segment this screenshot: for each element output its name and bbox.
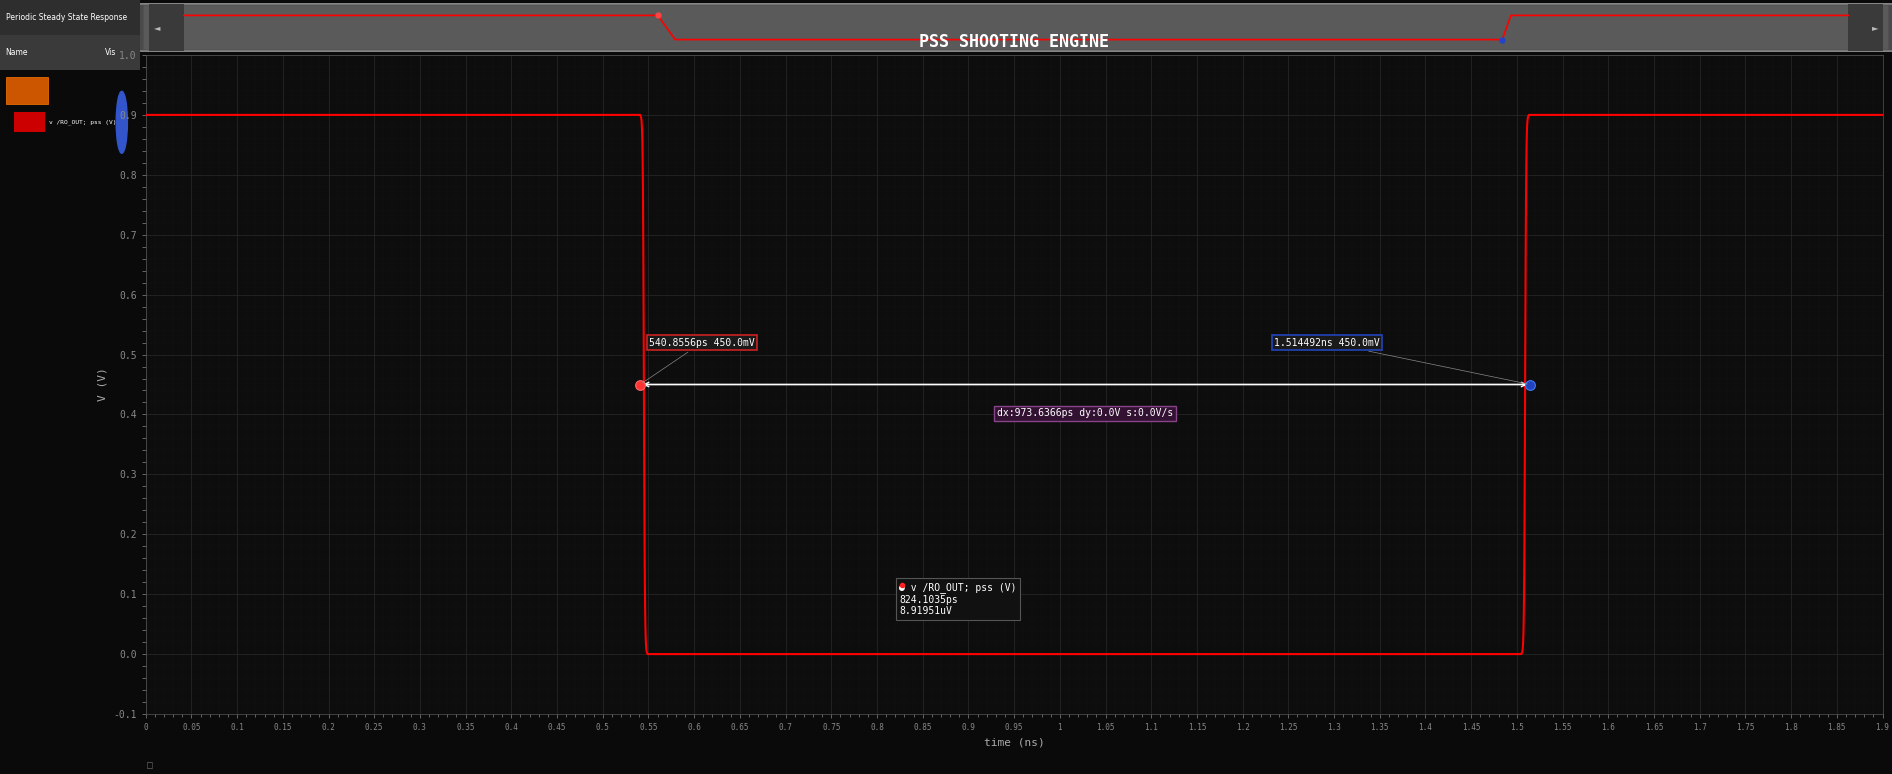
Text: dx:973.6366ps dy:0.0V s:0.0V/s: dx:973.6366ps dy:0.0V s:0.0V/s <box>997 409 1173 419</box>
Text: ►: ► <box>1871 23 1879 32</box>
Bar <box>6 77 47 104</box>
Text: Periodic Steady State Response: Periodic Steady State Response <box>6 13 127 22</box>
FancyBboxPatch shape <box>131 4 1892 51</box>
Bar <box>0 0 140 35</box>
Bar <box>0 35 140 70</box>
Bar <box>149 5 184 50</box>
Bar <box>1848 5 1883 50</box>
X-axis label: time (ns): time (ns) <box>984 738 1044 748</box>
Text: Vis: Vis <box>104 48 117 57</box>
Text: ● v /RO_OUT; pss (V)
824.1035ps
8.91951uV: ● v /RO_OUT; pss (V) 824.1035ps 8.91951u… <box>899 582 1016 616</box>
Text: □: □ <box>148 760 153 770</box>
FancyBboxPatch shape <box>144 5 1888 50</box>
Text: Name: Name <box>6 48 28 57</box>
Text: v /RO_OUT; pss (V): v /RO_OUT; pss (V) <box>49 119 117 125</box>
Y-axis label: V (V): V (V) <box>98 368 108 402</box>
Text: ◄: ◄ <box>153 23 161 32</box>
Text: 1.514492ns 450.0mV: 1.514492ns 450.0mV <box>1273 337 1527 384</box>
Title: PSS SHOOTING ENGINE: PSS SHOOTING ENGINE <box>920 33 1109 50</box>
Text: 540.8556ps 450.0mV: 540.8556ps 450.0mV <box>643 337 755 383</box>
Bar <box>13 112 45 132</box>
Circle shape <box>115 91 127 153</box>
